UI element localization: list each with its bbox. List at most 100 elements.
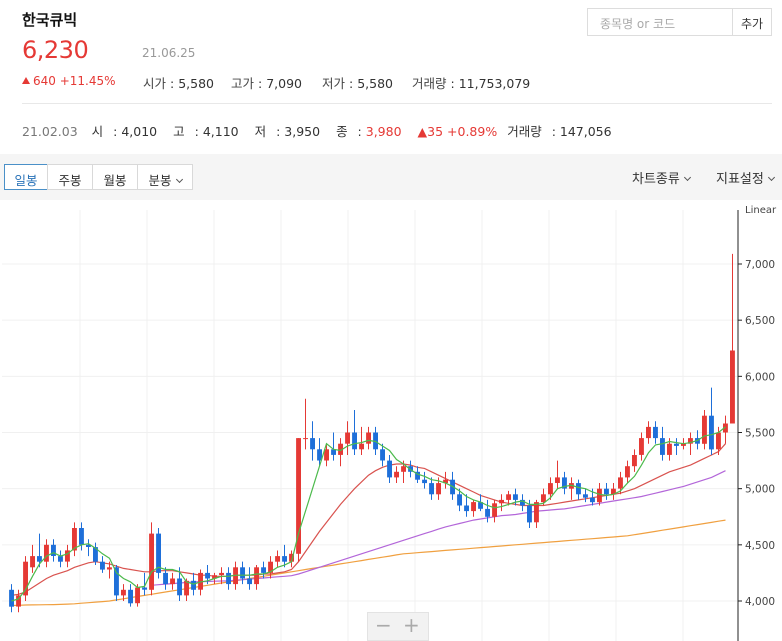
candle — [345, 432, 350, 444]
candle — [247, 578, 252, 585]
candle — [646, 426, 651, 439]
zoom-in-icon[interactable]: + — [403, 613, 420, 637]
candle — [576, 483, 581, 495]
candle — [205, 572, 210, 579]
candle — [352, 432, 357, 450]
candle — [499, 499, 504, 504]
candle — [380, 449, 385, 461]
zoom-out-icon[interactable]: − — [375, 613, 392, 637]
y-tick-label: 7,000 — [745, 259, 775, 271]
candle — [72, 528, 77, 551]
candle — [212, 575, 217, 579]
price-date: 21.06.25 — [142, 46, 196, 60]
candle — [142, 587, 147, 590]
candle — [415, 471, 420, 480]
candle — [44, 544, 49, 562]
y-tick-label: 6,000 — [745, 371, 775, 383]
tab-minute[interactable]: 분봉 — [137, 164, 193, 190]
candle — [597, 488, 602, 503]
candle — [443, 479, 448, 484]
day-open: 시 : 4,010 — [91, 124, 158, 139]
y-tick-label: 4,000 — [745, 596, 775, 608]
candle — [9, 589, 14, 607]
candle — [366, 432, 371, 444]
volume-stat: 거래량 : 11,753,079 — [412, 76, 531, 91]
candle — [548, 483, 553, 495]
candle — [674, 443, 679, 446]
candle — [331, 449, 336, 455]
candle — [485, 508, 490, 517]
candle — [240, 567, 245, 579]
zoom-control: − + — [367, 612, 429, 641]
low-stat: 저가 : 5,580 — [322, 76, 393, 91]
candle — [632, 455, 637, 467]
up-triangle-icon — [22, 77, 30, 84]
candle — [268, 561, 273, 573]
y-tick-label: 5,000 — [745, 484, 775, 496]
indicator-menu[interactable]: 지표설정 — [716, 168, 775, 187]
candle — [401, 466, 406, 472]
candle — [625, 466, 630, 478]
candle — [464, 505, 469, 512]
candle — [296, 438, 301, 554]
candle — [177, 578, 182, 596]
price-change-value: 640 +11.45% — [33, 74, 116, 88]
high-stat: 고가 : 7,090 — [231, 76, 302, 91]
candle — [51, 544, 56, 556]
candle — [282, 556, 287, 562]
candle — [191, 580, 196, 590]
candle — [667, 443, 672, 455]
candle — [709, 415, 714, 450]
candle — [478, 502, 483, 509]
chart-svg[interactable]: Linear 4,000 4,500 5,000 5,500 6,000 6,500 7,00… — [0, 200, 782, 641]
candle — [135, 587, 140, 604]
candle — [590, 497, 595, 503]
candle — [114, 567, 119, 596]
candle — [506, 494, 511, 500]
tab-monthly[interactable]: 월봉 — [92, 164, 138, 190]
candle — [555, 477, 560, 483]
candle — [303, 438, 308, 440]
tab-daily[interactable]: 일봉 — [4, 164, 48, 190]
candle — [65, 550, 70, 562]
candle — [359, 443, 364, 450]
candle — [429, 483, 434, 495]
candle — [317, 449, 322, 461]
candle — [618, 477, 623, 489]
candle — [436, 483, 441, 495]
tab-weekly[interactable]: 주봉 — [47, 164, 93, 190]
candle — [688, 438, 693, 444]
candle — [37, 556, 42, 562]
candle — [471, 502, 476, 512]
candle — [121, 589, 126, 596]
candle — [275, 556, 280, 562]
candle — [562, 477, 567, 489]
day-info-row: 21.02.03 시 : 4,010 고 : 4,110 저 : 3,950 종… — [22, 121, 624, 140]
add-button[interactable]: 추가 — [732, 8, 772, 36]
chart-type-menu[interactable]: 차트종류 — [632, 168, 691, 187]
candle — [79, 528, 84, 545]
candle — [541, 494, 546, 503]
candle — [534, 502, 539, 523]
candle — [324, 449, 329, 461]
day-change: ▲35 +0.89% — [417, 124, 498, 139]
candle — [149, 533, 154, 590]
day-volume: 거래량 : 147,056 — [507, 124, 612, 139]
candle — [373, 432, 378, 450]
candle — [660, 438, 665, 455]
candle — [219, 572, 224, 576]
ma5-line — [11, 426, 726, 602]
candle — [681, 443, 686, 446]
candle — [100, 561, 105, 570]
chevron-down-icon — [175, 175, 183, 184]
price-chart[interactable]: Linear 4,000 4,500 5,000 5,500 6,000 6,500 7,00… — [0, 200, 782, 641]
candle — [226, 572, 231, 585]
scale-label: Linear — [745, 205, 777, 216]
candle — [128, 589, 133, 604]
candle — [93, 547, 98, 562]
search-input[interactable]: 종목명 or 코드 — [587, 8, 733, 36]
candle — [107, 567, 112, 570]
candle — [163, 572, 168, 585]
candle — [23, 561, 28, 596]
candle — [527, 505, 532, 523]
